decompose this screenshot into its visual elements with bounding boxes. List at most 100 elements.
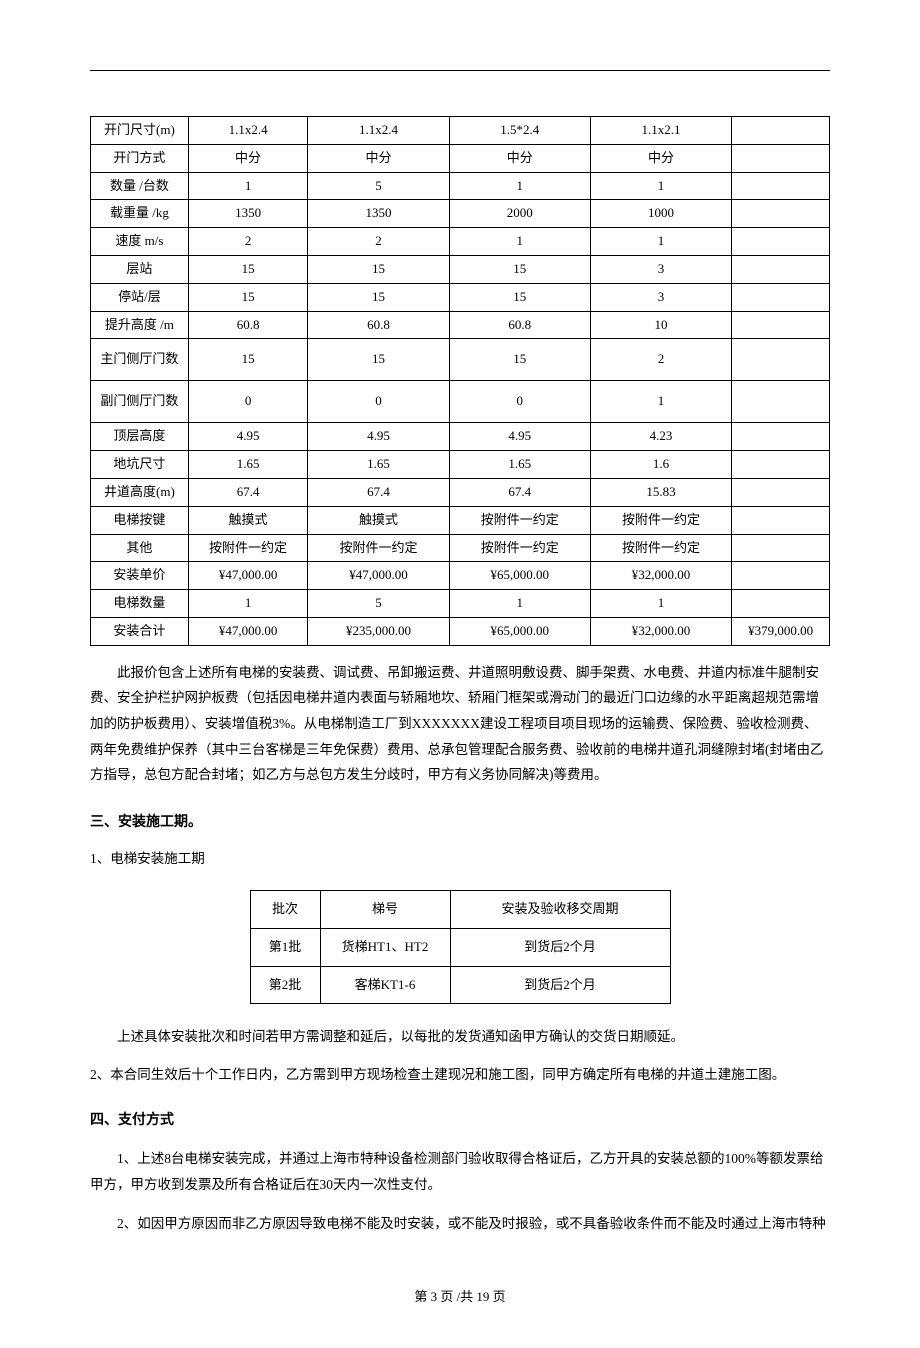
spec-label: 井道高度(m) (91, 478, 189, 506)
spec-v2: 5 (308, 590, 449, 618)
spec-v4: 3 (590, 255, 731, 283)
table-row: 速度 m/s2211 (91, 228, 830, 256)
spec-v2: 触摸式 (308, 506, 449, 534)
table-row: 开门方式中分中分中分中分 (91, 144, 830, 172)
spec-v2: 15 (308, 283, 449, 311)
spec-v4: 按附件一约定 (590, 534, 731, 562)
spec-v3: 按附件一约定 (449, 506, 590, 534)
spec-v1: 1 (188, 590, 308, 618)
table-row: 电梯按键触摸式触摸式按附件一约定按附件一约定 (91, 506, 830, 534)
spec-v5: ¥379,000.00 (732, 617, 830, 645)
spec-label: 电梯数量 (91, 590, 189, 618)
spec-label: 顶层高度 (91, 423, 189, 451)
spec-v4: 1000 (590, 200, 731, 228)
spec-v5 (732, 144, 830, 172)
spec-label: 安装单价 (91, 562, 189, 590)
table-row: 第1批货梯HT1、HT2到货后2个月 (250, 928, 670, 966)
spec-v1: 按附件一约定 (188, 534, 308, 562)
col-num: 梯号 (320, 890, 450, 928)
spec-v2: 1350 (308, 200, 449, 228)
spec-v1: 67.4 (188, 478, 308, 506)
table-row: 提升高度 /m60.860.860.810 (91, 311, 830, 339)
spec-v2: 15 (308, 255, 449, 283)
spec-v2: 4.95 (308, 423, 449, 451)
table-row: 安装合计¥47,000.00¥235,000.00¥65,000.00¥32,0… (91, 617, 830, 645)
spec-v2: 2 (308, 228, 449, 256)
spec-v4: 4.23 (590, 423, 731, 451)
spec-v5 (732, 228, 830, 256)
spec-v5 (732, 381, 830, 423)
spec-v2: ¥235,000.00 (308, 617, 449, 645)
spec-v1: ¥47,000.00 (188, 617, 308, 645)
spec-v2: 1.65 (308, 451, 449, 479)
spec-v4: 1 (590, 172, 731, 200)
section3-sub2: 2、本合同生效后十个工作日内，乙方需到甲方现场检查土建现况和施工图，同甲方确定所… (90, 1064, 830, 1086)
table-row: 层站1515153 (91, 255, 830, 283)
spec-v2: 67.4 (308, 478, 449, 506)
spec-v3: 4.95 (449, 423, 590, 451)
spec-label: 载重量 /kg (91, 200, 189, 228)
spec-v4: 15.83 (590, 478, 731, 506)
spec-v4: 按附件一约定 (590, 506, 731, 534)
spec-v3: 1.65 (449, 451, 590, 479)
spec-v1: 15 (188, 283, 308, 311)
spec-label: 停站/层 (91, 283, 189, 311)
spec-v3: 60.8 (449, 311, 590, 339)
section4-title: 四、支付方式 (90, 1110, 830, 1132)
table-row: 停站/层1515153 (91, 283, 830, 311)
spec-v2: 5 (308, 172, 449, 200)
spec-label: 开门方式 (91, 144, 189, 172)
table-row: 主门侧厅门数1515152 (91, 339, 830, 381)
table-header-row: 批次 梯号 安装及验收移交周期 (250, 890, 670, 928)
sched-num: 客梯KT1-6 (320, 966, 450, 1004)
section3-title: 三、安装施工期。 (90, 812, 830, 834)
spec-label: 开门尺寸(m) (91, 117, 189, 145)
table-row: 安装单价¥47,000.00¥47,000.00¥65,000.00¥32,00… (91, 562, 830, 590)
spec-v5 (732, 255, 830, 283)
spec-v1: 中分 (188, 144, 308, 172)
spec-v4: ¥32,000.00 (590, 562, 731, 590)
top-divider (90, 70, 830, 71)
spec-v1: 1 (188, 172, 308, 200)
sched-batch: 第2批 (250, 966, 320, 1004)
spec-v2: 中分 (308, 144, 449, 172)
spec-label: 层站 (91, 255, 189, 283)
sched-batch: 第1批 (250, 928, 320, 966)
spec-v5 (732, 311, 830, 339)
spec-v5 (732, 200, 830, 228)
section3-note: 上述具体安装批次和时间若甲方需调整和延后，以每批的发货通知函甲方确认的交货日期顺… (90, 1024, 830, 1050)
spec-v5 (732, 283, 830, 311)
spec-v4: 2 (590, 339, 731, 381)
table-row: 开门尺寸(m)1.1x2.41.1x2.41.5*2.41.1x2.1 (91, 117, 830, 145)
spec-v5 (732, 478, 830, 506)
spec-v5 (732, 534, 830, 562)
spec-v2: 15 (308, 339, 449, 381)
spec-v1: 15 (188, 255, 308, 283)
spec-v1: 2 (188, 228, 308, 256)
schedule-table: 批次 梯号 安装及验收移交周期 第1批货梯HT1、HT2到货后2个月第2批客梯K… (250, 890, 671, 1004)
spec-label: 安装合计 (91, 617, 189, 645)
table-row: 顶层高度4.954.954.954.23 (91, 423, 830, 451)
spec-v5 (732, 423, 830, 451)
spec-v4: 1 (590, 590, 731, 618)
spec-v2: 按附件一约定 (308, 534, 449, 562)
table-row: 副门侧厅门数0001 (91, 381, 830, 423)
col-period: 安装及验收移交周期 (450, 890, 670, 928)
spec-v3: 15 (449, 339, 590, 381)
spec-v5 (732, 506, 830, 534)
spec-v3: ¥65,000.00 (449, 617, 590, 645)
quote-paragraph: 此报价包含上述所有电梯的安装费、调试费、吊卸搬运费、井道照明敷设费、脚手架费、水… (90, 660, 830, 788)
spec-v4: 1 (590, 228, 731, 256)
spec-v4: ¥32,000.00 (590, 617, 731, 645)
spec-v3: 15 (449, 283, 590, 311)
spec-v1: 触摸式 (188, 506, 308, 534)
spec-v2: ¥47,000.00 (308, 562, 449, 590)
spec-v1: 60.8 (188, 311, 308, 339)
spec-v4: 1 (590, 381, 731, 423)
page-footer: 第 3 页 /共 19 页 (90, 1287, 830, 1308)
spec-label: 主门侧厅门数 (91, 339, 189, 381)
spec-v3: ¥65,000.00 (449, 562, 590, 590)
section4-p1: 1、上述8台电梯安装完成，并通过上海市特种设备检测部门验收取得合格证后，乙方开具… (90, 1146, 830, 1197)
spec-v1: 1.65 (188, 451, 308, 479)
spec-v3: 1 (449, 172, 590, 200)
